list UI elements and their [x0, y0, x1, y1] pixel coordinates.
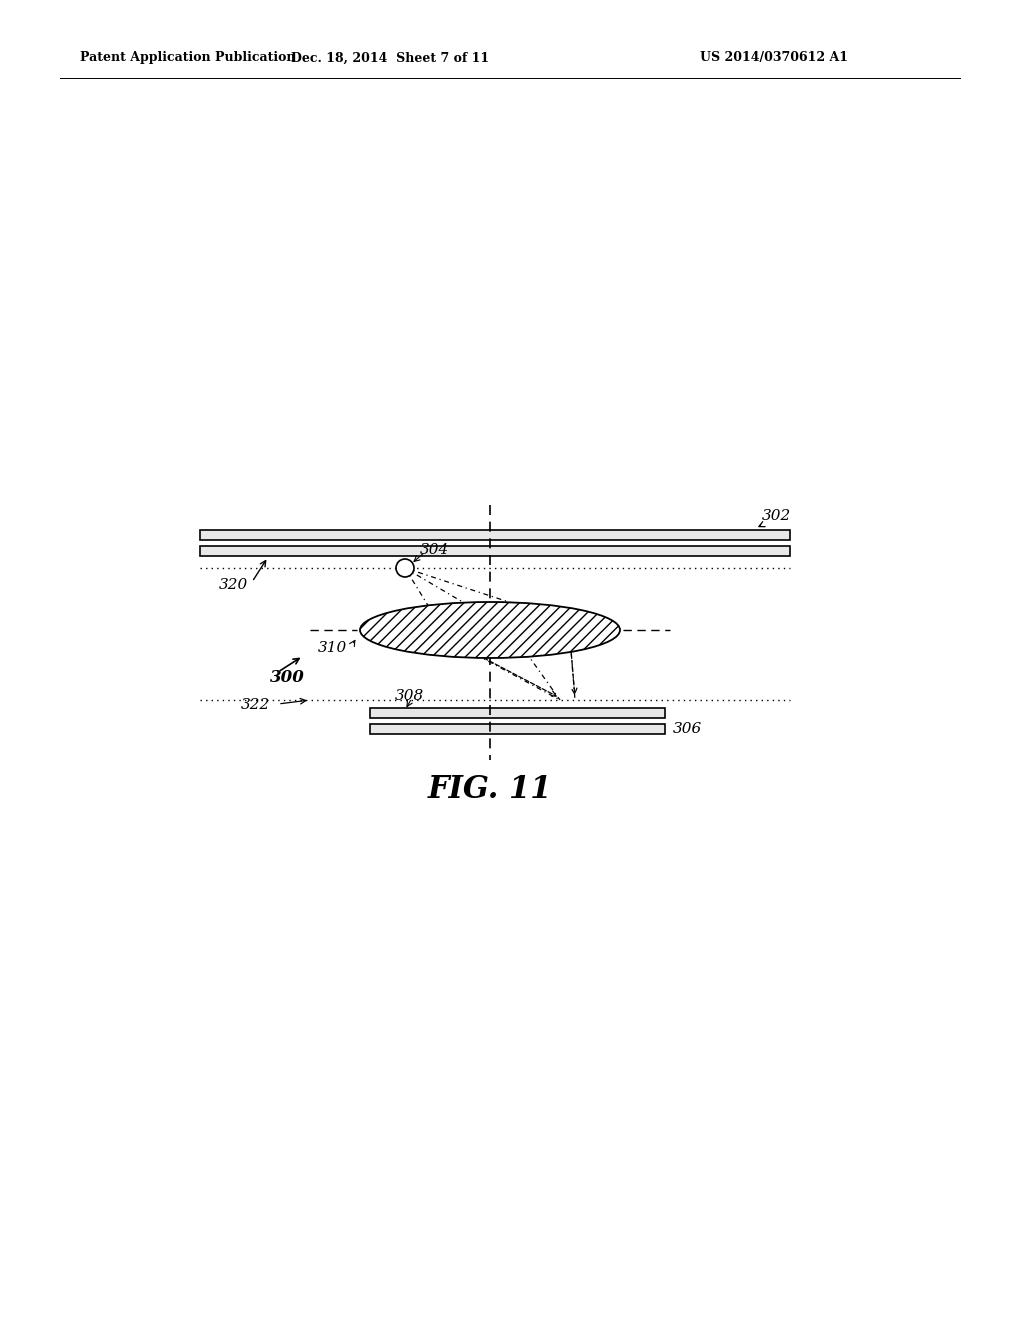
- Bar: [370, 708, 665, 718]
- Text: 306: 306: [673, 722, 702, 737]
- Text: 322: 322: [241, 698, 270, 711]
- Bar: [370, 723, 665, 734]
- Text: 320: 320: [219, 578, 248, 591]
- Text: Dec. 18, 2014  Sheet 7 of 11: Dec. 18, 2014 Sheet 7 of 11: [291, 51, 489, 65]
- Bar: [200, 546, 790, 556]
- Bar: [200, 531, 790, 540]
- Text: 304: 304: [420, 543, 450, 557]
- Text: 300: 300: [270, 669, 305, 686]
- Circle shape: [396, 558, 414, 577]
- Text: US 2014/0370612 A1: US 2014/0370612 A1: [700, 51, 848, 65]
- Text: FIG. 11: FIG. 11: [428, 775, 552, 805]
- Text: 308: 308: [395, 689, 424, 704]
- Text: 310: 310: [317, 642, 347, 655]
- Text: Patent Application Publication: Patent Application Publication: [80, 51, 296, 65]
- Ellipse shape: [360, 602, 620, 657]
- Text: 302: 302: [762, 510, 792, 523]
